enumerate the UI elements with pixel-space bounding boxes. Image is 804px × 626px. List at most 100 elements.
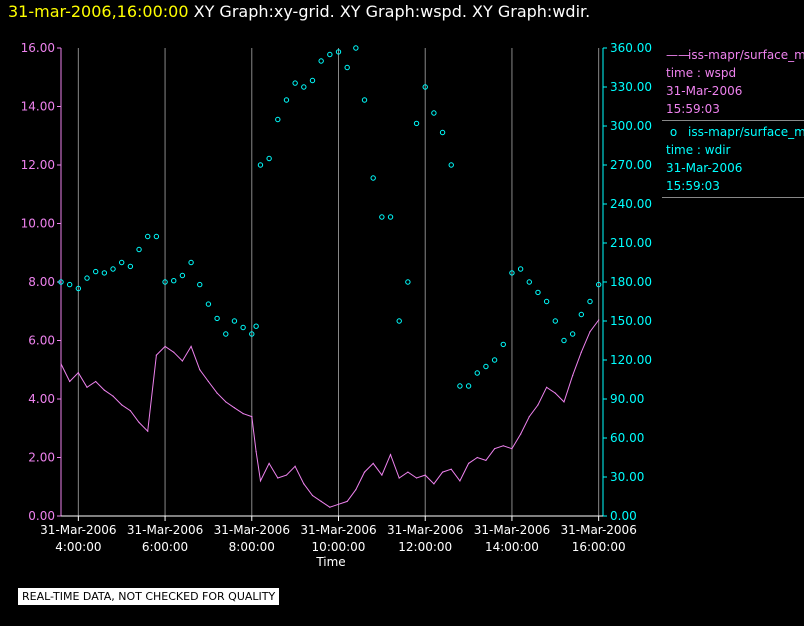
- legend-time: 15:59:03: [666, 102, 720, 116]
- right-y-tick-label: 30.00: [610, 470, 644, 484]
- wspd-point: [485, 459, 487, 462]
- legend-time-label: time : wdir: [666, 143, 731, 157]
- wspd-point: [415, 477, 418, 479]
- x-tick-date: 31-Mar-2006: [127, 523, 203, 537]
- wspd-point: [147, 430, 149, 432]
- wspd-point: [311, 494, 314, 497]
- x-tick-time: 12:00:00: [398, 540, 452, 554]
- wdir-point: [301, 84, 307, 90]
- wdir-point: [162, 279, 168, 285]
- wdir-point: [483, 363, 489, 370]
- wspd-point: [407, 471, 409, 473]
- wspd-point: [520, 433, 522, 435]
- wdir-point: [75, 285, 82, 292]
- x-tick-time: 16:00:00: [572, 540, 626, 554]
- wdir-point: [370, 175, 376, 181]
- right-y-tick-label: 330.00: [610, 80, 652, 94]
- left-y-tick-label: 12.00: [21, 158, 55, 172]
- wspd-point: [320, 500, 322, 502]
- wspd-point: [121, 404, 123, 406]
- legend-time: 15:59:03: [666, 179, 720, 193]
- legend: —— iss-mapr/surface_m time : wspd 31-Mar-…: [662, 44, 804, 198]
- wspd-point: [554, 392, 556, 394]
- wspd-point: [255, 451, 257, 453]
- wdir-point: [578, 311, 585, 318]
- wdir-point: [517, 266, 524, 272]
- x-axis-title: Time: [315, 555, 345, 569]
- left-y-tick-label: 0.00: [28, 509, 55, 523]
- wspd-point: [268, 462, 270, 464]
- wspd-point: [546, 386, 548, 388]
- wdir-point: [552, 318, 559, 324]
- wdir-point: [543, 298, 550, 305]
- wdir-point: [353, 45, 359, 51]
- wspd-point: [467, 462, 470, 464]
- wdir-point: [58, 279, 64, 285]
- wdir-point: [119, 259, 125, 266]
- wspd-line: [60, 319, 600, 508]
- right-y-tick-label: 0.00: [610, 509, 637, 523]
- wspd-point: [450, 468, 452, 470]
- right-y-tick-label: 150.00: [610, 314, 652, 328]
- wdir-point: [292, 80, 298, 86]
- wdir-point: [249, 331, 255, 337]
- wdir-point: [127, 263, 134, 270]
- wdir-point: [327, 51, 333, 58]
- right-y-tick-label: 240.00: [610, 197, 652, 211]
- x-tick-time: 14:00:00: [485, 540, 539, 554]
- wspd-point: [329, 506, 331, 508]
- legend-circle-marker: o: [666, 125, 681, 139]
- wdir-point: [474, 370, 480, 376]
- wdir-point: [197, 281, 203, 288]
- wdir-point: [214, 315, 220, 322]
- left-y-tick-label: 2.00: [28, 451, 55, 465]
- right-y-tick-label: 300.00: [610, 119, 652, 133]
- wdir-point: [379, 214, 385, 220]
- wspd-point: [129, 410, 131, 412]
- wspd-point: [355, 489, 357, 491]
- wspd-point: [95, 380, 97, 383]
- wspd-point: [277, 477, 279, 479]
- wspd-point: [363, 471, 366, 473]
- x-tick-time: 8:00:00: [229, 540, 275, 554]
- left-y-axis: 0.00 2.00 4.00 6.00 8.00 10.00 12.00 14.00 16.00: [21, 41, 62, 523]
- right-y-tick-label: 360.00: [610, 41, 652, 55]
- wdir-point: [491, 357, 498, 363]
- wdir-point: [431, 110, 437, 116]
- x-tick-date: 31-Mar-2006: [387, 523, 463, 537]
- legend-entry-wdir: o iss-mapr/surface_m time : wdir 31-Mar-…: [662, 121, 804, 198]
- wspd-point: [251, 415, 253, 418]
- wdir-point: [448, 162, 454, 168]
- right-y-tick-label: 210.00: [610, 236, 652, 250]
- wdir-point: [526, 279, 532, 285]
- left-y-tick-label: 14.00: [21, 100, 55, 114]
- wdir-point: [439, 129, 446, 136]
- wdir-point: [561, 337, 567, 344]
- right-y-tick-label: 60.00: [610, 431, 644, 445]
- x-axis: 31-Mar-2006 4:00:00 31-Mar-2006 6:00:00 31-M…: [40, 515, 637, 554]
- wspd-point: [303, 483, 305, 485]
- wdir-point: [171, 278, 177, 284]
- legend-date: 31-Mar-2006: [666, 84, 743, 98]
- x-tick-time: 10:00:00: [312, 540, 366, 554]
- wspd-point: [173, 351, 175, 353]
- wdir-point: [309, 77, 316, 84]
- left-y-tick-label: 4.00: [28, 392, 55, 406]
- wdir-point: [509, 270, 515, 276]
- legend-series-name: iss-mapr/surface_m: [688, 48, 804, 62]
- wspd-point: [242, 413, 244, 415]
- wdir-point: [457, 383, 463, 389]
- wspd-point: [381, 474, 383, 476]
- wdir-point: [188, 259, 194, 266]
- wdir-point: [266, 155, 272, 162]
- wspd-point: [294, 465, 296, 467]
- left-y-tick-label: 10.00: [21, 217, 55, 231]
- wspd-point: [69, 380, 71, 383]
- wspd-point: [138, 421, 140, 423]
- wdir-point: [110, 266, 116, 272]
- right-y-tick-label: 120.00: [610, 353, 652, 367]
- wdir-point: [335, 49, 342, 55]
- x-tick-date: 31-Mar-2006: [300, 523, 376, 537]
- x-tick-date: 31-Mar-2006: [214, 523, 290, 537]
- wspd-point: [181, 360, 184, 362]
